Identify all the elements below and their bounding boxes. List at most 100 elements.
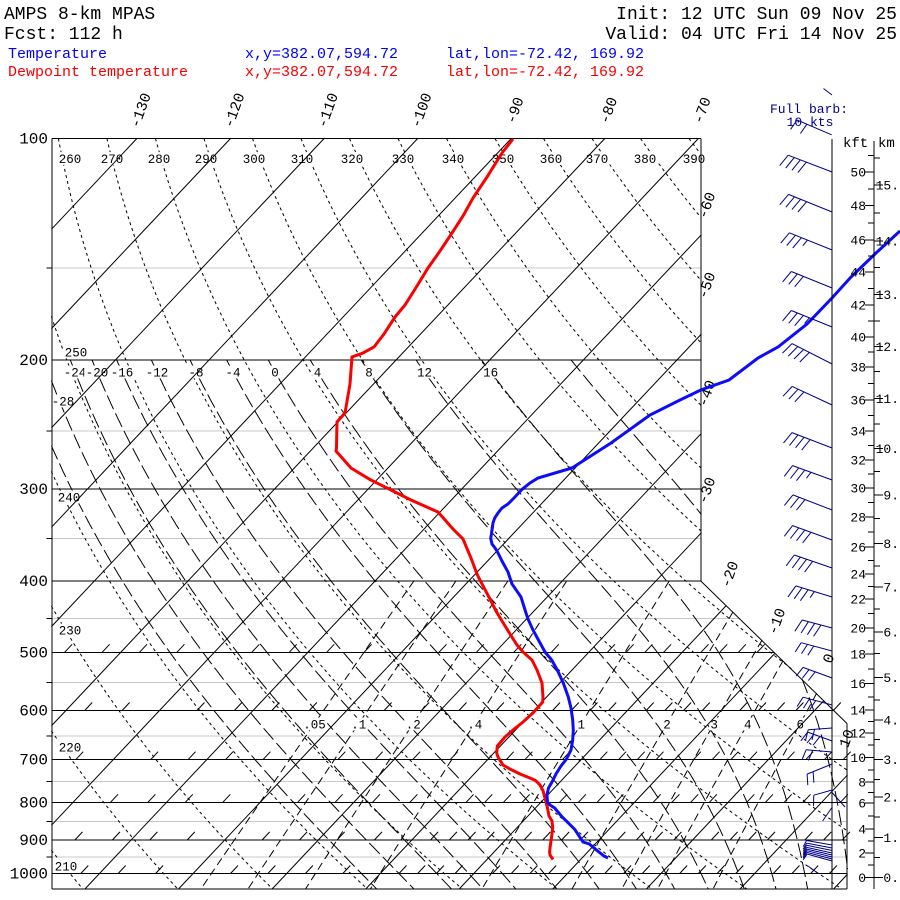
svg-text:3.: 3.	[883, 753, 899, 768]
svg-text:1000: 1000	[10, 866, 48, 884]
svg-text:40: 40	[850, 331, 866, 346]
svg-text:230: 230	[59, 625, 82, 639]
svg-text:32: 32	[850, 454, 866, 469]
svg-text:46: 46	[850, 234, 866, 249]
svg-text:50: 50	[850, 166, 866, 181]
svg-text:10: 10	[850, 751, 866, 766]
svg-text:210: 210	[55, 861, 78, 875]
svg-text:lat,lon=-72.42, 169.92: lat,lon=-72.42, 169.92	[446, 64, 644, 81]
svg-text:x,y=382.07,594.72: x,y=382.07,594.72	[245, 46, 398, 63]
svg-text:Dewpoint temperature: Dewpoint temperature	[8, 64, 188, 81]
svg-text:310: 310	[291, 153, 314, 167]
svg-text:14: 14	[850, 704, 866, 719]
svg-text:18: 18	[850, 648, 866, 663]
svg-text:280: 280	[148, 153, 171, 167]
svg-text:1.: 1.	[883, 831, 899, 846]
svg-text:12.: 12.	[876, 340, 899, 355]
svg-text:10 kts: 10 kts	[787, 115, 834, 130]
svg-text:12: 12	[417, 367, 432, 381]
svg-text:-28: -28	[52, 396, 75, 410]
svg-text:350: 350	[492, 153, 515, 167]
svg-text:2: 2	[663, 719, 671, 733]
svg-text:km: km	[878, 136, 895, 152]
svg-text:15.: 15.	[876, 179, 899, 194]
svg-text:Init: 12 UTC Sun 09 Nov 25: Init: 12 UTC Sun 09 Nov 25	[616, 5, 897, 25]
svg-text:5.: 5.	[883, 671, 899, 686]
svg-text:200: 200	[19, 352, 48, 370]
svg-text:36: 36	[850, 394, 866, 409]
svg-text:0: 0	[858, 871, 866, 886]
svg-text:0: 0	[271, 367, 279, 381]
svg-text:4: 4	[744, 719, 752, 733]
svg-text:2.: 2.	[883, 791, 899, 806]
svg-text:10.: 10.	[876, 442, 899, 457]
svg-text:6: 6	[858, 797, 866, 812]
svg-text:340: 340	[442, 153, 465, 167]
svg-text:7.: 7.	[883, 580, 899, 595]
svg-text:26: 26	[850, 541, 866, 556]
svg-text:10: 10	[837, 727, 859, 750]
svg-text:30: 30	[850, 482, 866, 497]
svg-text:.2: .2	[406, 719, 421, 733]
svg-text:1: 1	[578, 719, 586, 733]
svg-text:4.: 4.	[883, 714, 899, 729]
svg-text:24: 24	[850, 568, 866, 583]
svg-text:12: 12	[850, 727, 866, 742]
svg-text:0.: 0.	[883, 871, 899, 886]
svg-text:22: 22	[850, 593, 866, 608]
svg-text:28: 28	[850, 511, 866, 526]
svg-text:300: 300	[19, 481, 48, 499]
svg-text:Full barb:: Full barb:	[770, 102, 848, 117]
svg-text:kft: kft	[843, 136, 868, 152]
svg-text:16: 16	[850, 677, 866, 692]
svg-text:100: 100	[19, 131, 48, 149]
svg-text:Fcst: 112 h: Fcst: 112 h	[4, 25, 123, 45]
svg-text:3: 3	[710, 719, 718, 733]
svg-text:240: 240	[58, 492, 81, 506]
svg-text:48: 48	[850, 199, 866, 214]
svg-text:.1: .1	[351, 719, 366, 733]
svg-text:.4: .4	[467, 719, 482, 733]
svg-text:x,y=382.07,594.72: x,y=382.07,594.72	[245, 64, 398, 81]
svg-text:-24: -24	[64, 367, 87, 381]
svg-text:9.: 9.	[883, 488, 899, 503]
svg-text:800: 800	[19, 794, 48, 812]
svg-text:-12: -12	[146, 367, 169, 381]
svg-text:400: 400	[19, 573, 48, 591]
svg-text:390: 390	[683, 153, 706, 167]
svg-text:2: 2	[858, 847, 866, 862]
svg-text:270: 270	[101, 153, 124, 167]
svg-text:260: 260	[59, 153, 82, 167]
svg-text:Temperature: Temperature	[8, 46, 107, 63]
svg-text:320: 320	[341, 153, 364, 167]
svg-text:600: 600	[19, 703, 48, 721]
svg-text:290: 290	[195, 153, 218, 167]
svg-text:8: 8	[858, 776, 866, 791]
svg-text:700: 700	[19, 752, 48, 770]
svg-text:38: 38	[850, 361, 866, 376]
svg-text:13.: 13.	[876, 288, 899, 303]
svg-text:-16: -16	[111, 367, 134, 381]
svg-text:6.: 6.	[883, 626, 899, 641]
svg-text:380: 380	[634, 153, 657, 167]
svg-text:34: 34	[850, 425, 866, 440]
svg-text:14.: 14.	[876, 235, 899, 250]
svg-text:AMPS 8-km MPAS: AMPS 8-km MPAS	[4, 5, 155, 25]
svg-text:330: 330	[392, 153, 415, 167]
svg-text:11.: 11.	[876, 392, 899, 407]
svg-text:42: 42	[850, 299, 866, 314]
svg-text:8.: 8.	[883, 537, 899, 552]
svg-text:.05: .05	[303, 719, 326, 733]
svg-text:-20: -20	[86, 367, 109, 381]
svg-text:4: 4	[858, 823, 866, 838]
svg-text:lat,lon=-72.42, 169.92: lat,lon=-72.42, 169.92	[446, 46, 644, 63]
svg-text:900: 900	[19, 832, 48, 850]
svg-text:16: 16	[483, 367, 498, 381]
svg-text:-4: -4	[225, 367, 240, 381]
svg-text:4: 4	[314, 367, 322, 381]
svg-text:500: 500	[19, 644, 48, 662]
svg-text:20: 20	[850, 622, 866, 637]
svg-text:44: 44	[850, 266, 866, 281]
svg-text:300: 300	[243, 153, 266, 167]
svg-text:250: 250	[65, 347, 88, 361]
